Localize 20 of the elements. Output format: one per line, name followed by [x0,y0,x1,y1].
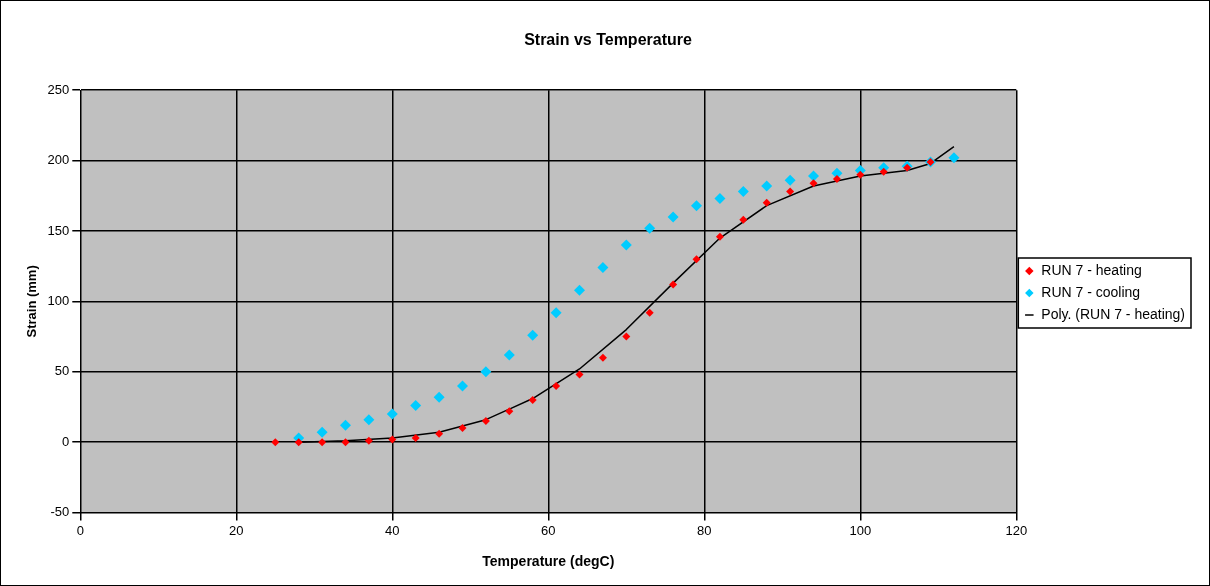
y-tick-label: 150 [47,222,70,238]
legend-label: Poly. (RUN 7 - heating) [1041,305,1186,322]
x-tick-label: 20 [229,522,244,538]
x-axis-title: Temperature (degC) [482,553,615,570]
y-tick-label: 200 [47,152,70,168]
y-tick-label: 50 [54,363,70,379]
legend-label: RUN 7 - cooling [1041,283,1141,300]
x-tick-label: 0 [76,522,84,538]
y-axis-title: Strain (mm) [24,265,40,338]
x-tick-label: 100 [849,522,872,538]
x-tick-label: 120 [1005,522,1028,538]
y-tick-label: -50 [50,504,70,520]
x-tick-label: 80 [697,522,712,538]
x-tick-label: 60 [541,522,556,538]
x-tick-label: 40 [385,522,400,538]
y-tick-label: 250 [47,81,70,97]
y-tick-label: 0 [62,433,70,449]
y-tick-label: 100 [47,292,70,308]
legend-label: RUN 7 - heating [1041,261,1142,278]
chart-title: Strain vs Temperature [524,31,692,49]
